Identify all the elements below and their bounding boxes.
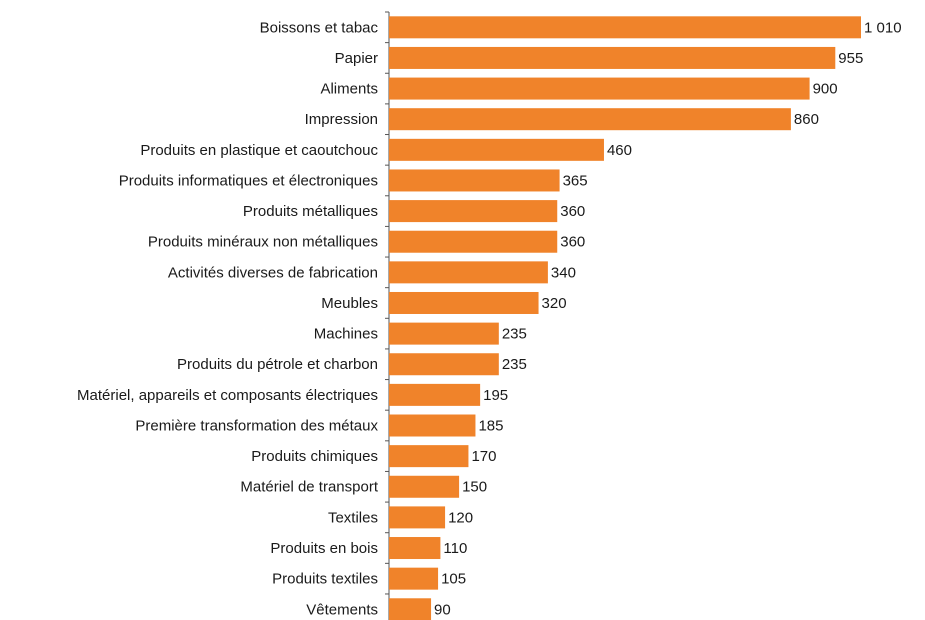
value-label: 105 <box>441 571 466 588</box>
category-label: Produits du pétrole et charbon <box>177 356 378 373</box>
category-label: Matériel, appareils et composants électr… <box>77 387 378 404</box>
value-label: 120 <box>448 509 473 526</box>
category-label: Première transformation des métaux <box>135 417 378 434</box>
category-label: Matériel de transport <box>240 479 378 496</box>
category-label: Produits chimiques <box>251 448 378 465</box>
bar <box>389 169 560 192</box>
category-label: Impression <box>305 111 378 128</box>
value-label: 195 <box>483 387 508 404</box>
bar <box>389 138 604 161</box>
category-label: Aliments <box>320 81 378 98</box>
bar <box>389 414 476 437</box>
category-label: Boissons et tabac <box>260 19 379 36</box>
category-label: Produits en bois <box>270 540 378 557</box>
category-label: Produits minéraux non métalliques <box>148 234 378 251</box>
category-label: Meubles <box>321 295 378 312</box>
category-label: Machines <box>314 326 378 343</box>
bar <box>389 506 446 529</box>
bar <box>389 230 558 253</box>
bar <box>389 475 460 498</box>
bar <box>389 46 836 69</box>
value-label: 460 <box>607 142 632 159</box>
category-label: Produits en plastique et caoutchouc <box>140 142 378 159</box>
bar <box>389 16 861 39</box>
value-label: 365 <box>563 172 588 189</box>
bar <box>389 261 548 284</box>
bar <box>389 291 539 314</box>
bar <box>389 537 441 560</box>
bar <box>389 383 481 406</box>
value-label: 235 <box>502 326 527 343</box>
value-label: 185 <box>478 417 503 434</box>
value-label: 110 <box>443 540 467 557</box>
value-label: 860 <box>794 111 819 128</box>
bar <box>389 353 499 376</box>
value-label: 360 <box>560 203 585 220</box>
value-label: 150 <box>462 479 487 496</box>
value-label: 320 <box>542 295 567 312</box>
value-label: 235 <box>502 356 527 373</box>
value-label: 170 <box>471 448 496 465</box>
category-label: Produits informatiques et électroniques <box>119 172 378 189</box>
category-label: Textiles <box>328 509 378 526</box>
bar <box>389 322 499 345</box>
category-label: Vêtements <box>306 601 378 618</box>
category-label: Produits textiles <box>272 571 378 588</box>
category-label: Papier <box>335 50 378 67</box>
value-label: 955 <box>838 50 863 67</box>
value-label: 1 010 <box>864 19 902 36</box>
value-label: 900 <box>813 81 838 98</box>
category-label: Activités diverses de fabrication <box>168 264 378 281</box>
bar <box>389 598 432 620</box>
value-label: 340 <box>551 264 576 281</box>
bar <box>389 567 439 590</box>
bar <box>389 77 810 100</box>
value-label: 360 <box>560 234 585 251</box>
category-label: Produits métalliques <box>243 203 378 220</box>
bar <box>389 200 558 223</box>
bar <box>389 445 469 468</box>
bar <box>389 108 791 131</box>
value-label: 90 <box>434 601 451 618</box>
